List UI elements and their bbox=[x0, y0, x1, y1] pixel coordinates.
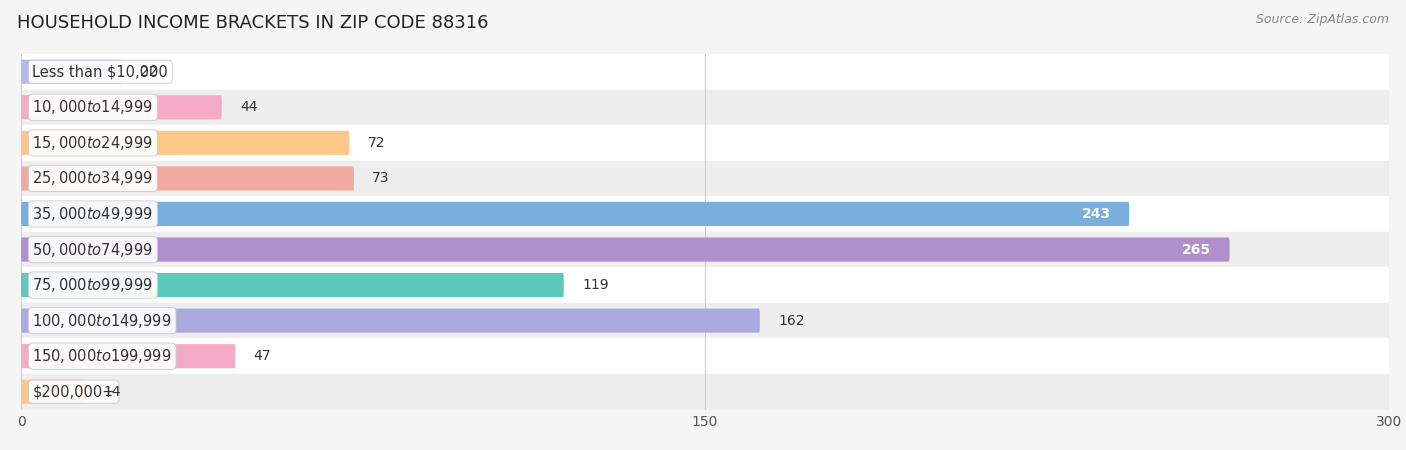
FancyBboxPatch shape bbox=[21, 166, 354, 190]
Bar bbox=[21, 125, 1389, 161]
Text: $50,000 to $74,999: $50,000 to $74,999 bbox=[32, 240, 153, 258]
Text: $75,000 to $99,999: $75,000 to $99,999 bbox=[32, 276, 153, 294]
Text: $25,000 to $34,999: $25,000 to $34,999 bbox=[32, 169, 153, 187]
FancyBboxPatch shape bbox=[21, 131, 350, 155]
FancyBboxPatch shape bbox=[21, 273, 564, 297]
Bar bbox=[21, 303, 1389, 338]
FancyBboxPatch shape bbox=[21, 344, 235, 368]
FancyBboxPatch shape bbox=[21, 380, 84, 404]
Bar bbox=[21, 90, 1389, 125]
Text: 14: 14 bbox=[103, 385, 121, 399]
Text: 243: 243 bbox=[1081, 207, 1111, 221]
Bar bbox=[21, 54, 1389, 90]
Text: HOUSEHOLD INCOME BRACKETS IN ZIP CODE 88316: HOUSEHOLD INCOME BRACKETS IN ZIP CODE 88… bbox=[17, 14, 488, 32]
Text: 72: 72 bbox=[367, 136, 385, 150]
Text: $10,000 to $14,999: $10,000 to $14,999 bbox=[32, 99, 153, 116]
FancyBboxPatch shape bbox=[21, 95, 222, 119]
Bar bbox=[21, 267, 1389, 303]
Text: 162: 162 bbox=[778, 314, 804, 328]
Text: Source: ZipAtlas.com: Source: ZipAtlas.com bbox=[1256, 14, 1389, 27]
Text: $200,000+: $200,000+ bbox=[32, 384, 115, 399]
Bar bbox=[21, 374, 1389, 410]
Text: $150,000 to $199,999: $150,000 to $199,999 bbox=[32, 347, 172, 365]
Text: 44: 44 bbox=[240, 100, 257, 114]
Bar bbox=[21, 232, 1389, 267]
Bar bbox=[21, 196, 1389, 232]
FancyBboxPatch shape bbox=[21, 238, 1229, 261]
Bar bbox=[21, 338, 1389, 374]
FancyBboxPatch shape bbox=[21, 202, 1129, 226]
Text: 73: 73 bbox=[373, 171, 389, 185]
Text: 22: 22 bbox=[139, 65, 157, 79]
Bar bbox=[21, 161, 1389, 196]
Text: 119: 119 bbox=[582, 278, 609, 292]
Text: 47: 47 bbox=[253, 349, 271, 363]
FancyBboxPatch shape bbox=[21, 60, 121, 84]
Text: $15,000 to $24,999: $15,000 to $24,999 bbox=[32, 134, 153, 152]
Text: $35,000 to $49,999: $35,000 to $49,999 bbox=[32, 205, 153, 223]
Text: Less than $10,000: Less than $10,000 bbox=[32, 64, 169, 79]
FancyBboxPatch shape bbox=[21, 309, 759, 333]
Text: $100,000 to $149,999: $100,000 to $149,999 bbox=[32, 311, 172, 329]
Text: 265: 265 bbox=[1182, 243, 1212, 256]
